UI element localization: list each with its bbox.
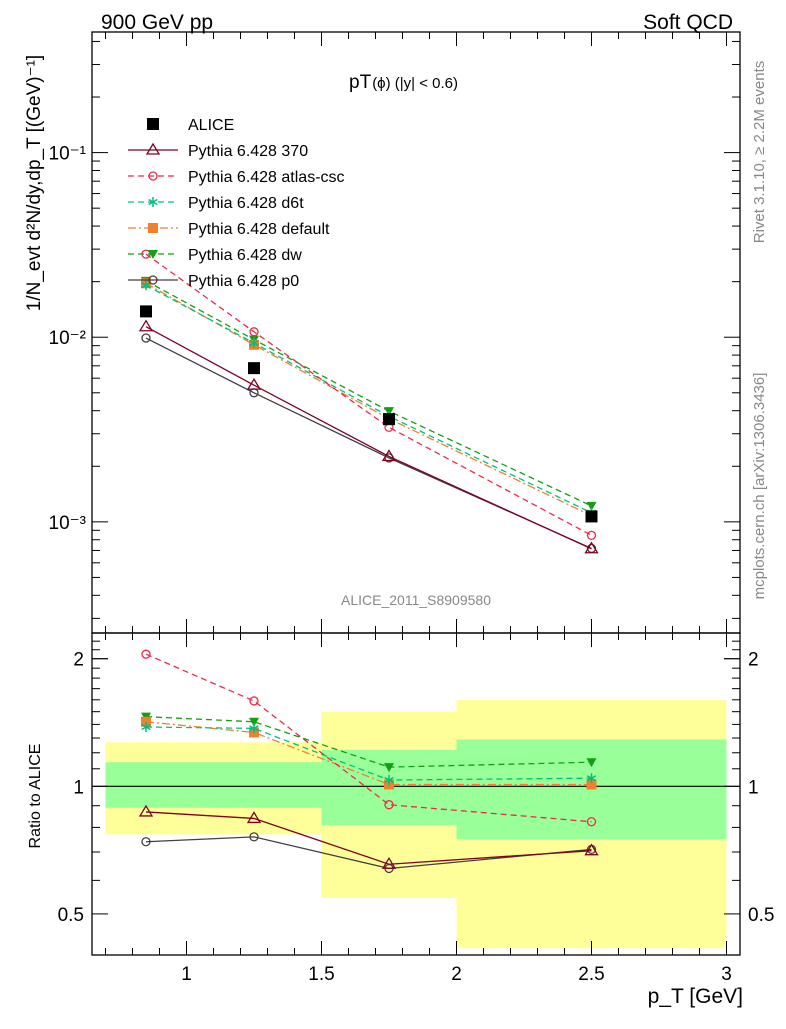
ratio-y-tick-label-right: 0.5 [748,905,774,926]
data-point-pythia-6-428-d6t [141,280,151,291]
legend-marker-pythia-6-428-d6t [148,197,158,207]
ratio-point-pythia-6-428-d6t [249,723,259,734]
x-tick-label: 2.5 [578,964,604,985]
ratio-point-pythia-6-428-default [141,716,151,727]
series-line-pythia-6-428-370 [145,326,592,550]
ratio-point-pythia-6-428-370 [138,804,154,817]
data-point-pythia-6-428-dw [586,501,597,511]
ratio-point-pythia-6-428-dw [586,758,597,768]
ratio-point-pythia-6-428-atlas-csc [384,800,394,810]
data-point-pythia-6-428-370 [246,377,262,390]
ratio-point-pythia-6-428-atlas-csc [249,696,259,706]
series-line-pythia-6-428-d6t [145,284,592,514]
ratio-point-pythia-6-428-dw [249,717,259,727]
data-point-pythia-6-428-atlas-csc [249,327,259,337]
data-point-alice [140,305,152,318]
legend-label-alice: ALICE [188,117,234,134]
legend-label-pythia-6-428-d6t: Pythia 6.428 d6t [188,195,304,212]
ratio-point-pythia-6-428-370 [381,856,397,869]
ratio-point-pythia-6-428-d6t [141,722,151,733]
legend-label-pythia-6-428-default: Pythia 6.428 default [188,221,330,238]
legend-label-pythia-6-428-atlas-csc: Pythia 6.428 atlas-csc [188,169,345,186]
uncertainty-bands [92,699,740,949]
ratio-y-tick-label: 0.5 [58,905,84,926]
legend-marker-pythia-6-428-default [148,223,158,233]
ratio-axes: 1 1.5 2 2.5 3 0.5 0.5 1 1 2 2 [58,632,774,985]
ratio-point-pythia-6-428-370 [584,843,599,856]
series-line-pythia-6-428-default [145,282,592,517]
x-tick-label: 1 [181,964,192,985]
stat-band-0 [105,762,322,808]
data-point-pythia-6-428-370 [138,319,154,332]
data-point-pythia-6-428-d6t [249,338,259,349]
x-tick-label: 3 [721,964,732,985]
mcplots-label: mcplots.cern.ch [arXiv:1306.3436] [751,373,768,600]
ratio-frame [91,632,741,956]
main-axes: 10⁻³ 10⁻² 10⁻¹ [49,31,741,634]
ratio-series [138,649,599,874]
ratio-line-pythia-6-428-d6t [145,726,592,781]
series-line-pythia-6-428-atlas-csc [145,253,592,536]
legend: ALICE Pythia 6.428 370 Pythia 6.428 atlas-… [128,117,345,290]
ratio-point-pythia-6-428-atlas-csc [586,817,597,827]
main-ylabel: 1/N_evt d²N/dy,dp_T [(GeV)⁻¹] [24,55,45,311]
data-point-pythia-6-428-370 [381,449,397,462]
legend-label-pythia-6-428-370: Pythia 6.428 370 [188,143,308,160]
ratio-line-pythia-6-428-p0 [145,836,592,870]
header-right: Soft QCD [643,11,733,34]
ratio-point-pythia-6-428-d6t-stroke [141,723,151,731]
legend-marker-pythia-6-428-atlas-csc [148,171,158,181]
legend-marker-pythia-6-428-d6t-stroke [148,198,158,206]
legend-marker-pythia-6-428-dw [148,250,158,259]
main-series [138,249,599,554]
ratio-point-pythia-6-428-d6t [384,774,394,785]
ratio-y-tick-label: 2 [73,650,84,671]
header-left: 900 GeV pp [101,11,213,34]
plot-title-sub: (ϕ) (|y| < 0.6) [372,75,458,92]
x-tick-label: 2 [451,964,462,985]
legend-label-pythia-6-428-p0: Pythia 6.428 p0 [188,273,299,290]
ratio-point-pythia-6-428-p0 [141,837,151,847]
analysis-watermark: ALICE_2011_S8909580 [341,592,491,608]
x-tick-label: 1.5 [308,964,334,985]
series-line-pythia-6-428-p0 [145,337,592,550]
legend-label-pythia-6-428-dw: Pythia 6.428 dw [188,247,302,264]
data-point-alice [383,413,395,426]
data-point-pythia-6-428-d6t-stroke [141,282,151,289]
legend-marker-pythia-6-428-370 [145,142,161,155]
data-point-alice [585,510,598,523]
data-point-pythia-6-428-p0 [141,333,151,343]
ratio-line-pythia-6-428-dw [145,716,592,768]
ratio-point-pythia-6-428-default [586,779,597,790]
data-point-pythia-6-428-d6t-stroke [249,339,259,347]
legend-marker-pythia-6-428-p0 [148,275,158,285]
ratio-line-pythia-6-428-atlas-csc [145,653,592,823]
data-point-pythia-6-428-370 [584,541,599,554]
ratio-point-pythia-6-428-d6t-stroke [249,725,259,732]
ratio-line-pythia-6-428-370 [145,811,592,865]
data-point-alice [248,362,260,375]
ratio-point-pythia-6-428-370 [246,811,262,824]
plot-title: pT(ϕ) (|y| < 0.6) [349,72,458,93]
ratio-point-pythia-6-428-d6t-stroke [586,775,597,782]
ratio-y-tick-label: 1 [73,777,84,798]
plot-title-main: pT [349,72,372,93]
ratio-y-tick-label-right: 1 [748,777,759,798]
ratio-point-pythia-6-428-atlas-csc [141,649,151,659]
ratio-xlabel: p_T [GeV] [648,985,743,1008]
legend-marker-alice [147,118,159,130]
y-tick-label: 10⁻² [49,328,87,349]
rivet-label: Rivet 3.1.10, ≥ 2.2M events [751,61,768,244]
ratio-point-pythia-6-428-dw [384,763,394,773]
y-tick-label: 10⁻¹ [49,144,87,165]
data-point-pythia-6-428-atlas-csc [586,530,597,540]
series-line-pythia-6-428-dw [145,280,592,507]
ratio-y-tick-label-right: 2 [748,650,759,671]
ratio-point-pythia-6-428-d6t-stroke [384,776,394,784]
ratio-point-pythia-6-428-d6t [586,773,597,784]
ratio-ylabel: Ratio to ALICE [27,744,44,849]
ratio-point-pythia-6-428-p0 [249,832,259,842]
y-tick-label: 10⁻³ [49,513,87,534]
